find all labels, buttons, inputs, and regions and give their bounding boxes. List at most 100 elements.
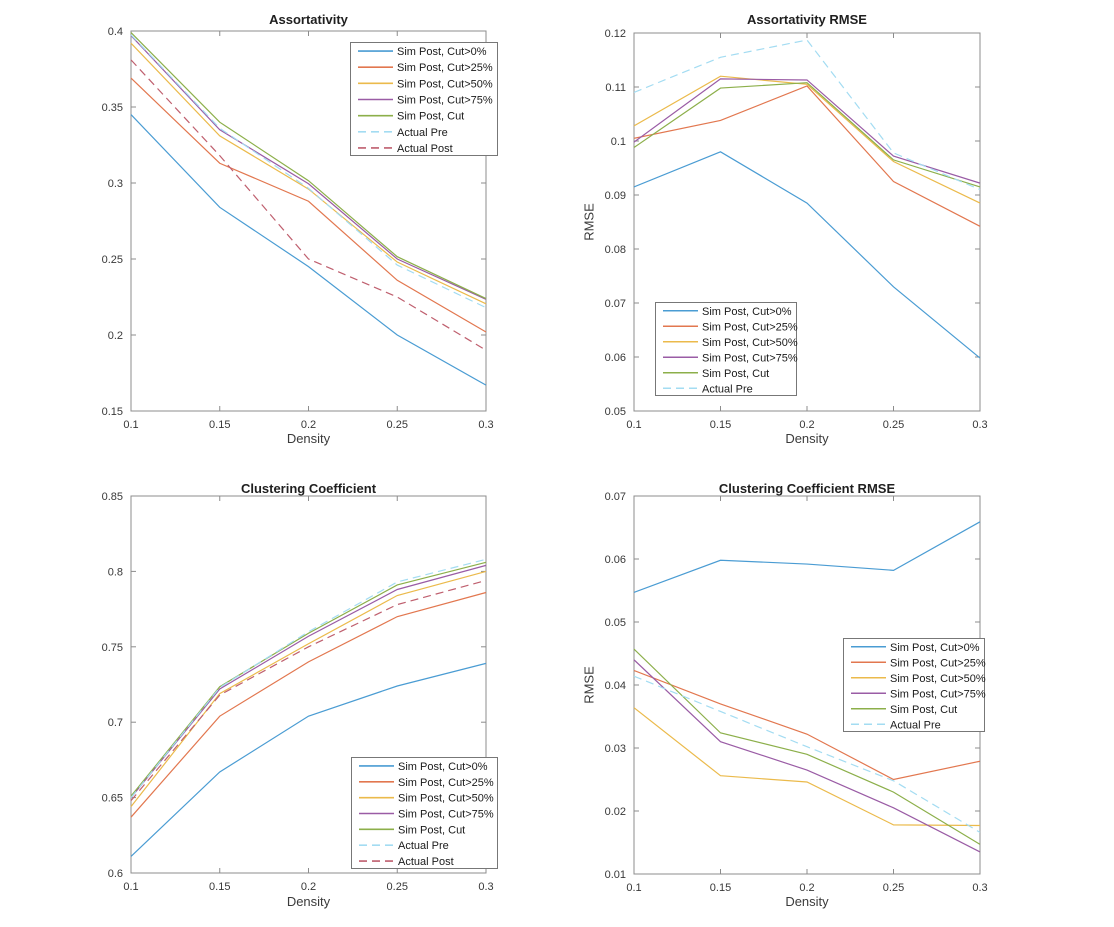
x-tick-label: 0.3	[972, 419, 987, 431]
x-tick-label: 0.15	[710, 419, 731, 431]
legend-label-cut0: Sim Post, Cut>0%	[702, 306, 792, 318]
y-tick-label: 0.09	[605, 190, 626, 202]
series-line-cut75	[633, 659, 981, 853]
y-tick-label: 0.7	[108, 717, 123, 729]
series-line-cut50	[633, 75, 981, 204]
y-tick-label: 0.05	[605, 617, 626, 629]
legend-label-pre: Actual Pre	[397, 127, 448, 139]
series-line-cut50	[633, 707, 981, 827]
series-line-post	[130, 579, 487, 802]
series-line-pre	[633, 39, 981, 191]
panel-clustering-coefficient: 0.1 0.15 0.2 0.25 0.3 0.6 0.65 0.7 0.75 0.8 0.85 Si…	[0, 463, 557, 927]
series-line-cut	[633, 648, 981, 845]
series-line-post	[130, 59, 487, 351]
panel-assortativity: 0.1 0.15 0.2 0.25 0.3 0.15 0.2 0.25 0.3 0.35 0.4 Si…	[0, 0, 557, 463]
y-tick-label: 0.03	[605, 743, 626, 755]
series-line-cut	[633, 82, 981, 188]
series-line-cut0	[633, 151, 981, 359]
series-line-cut25	[633, 85, 981, 227]
series-line-pre	[130, 558, 487, 798]
legend-label-cut75: Sim Post, Cut>75%	[397, 95, 493, 107]
legend-label-cut: Sim Post, Cut	[702, 368, 769, 380]
x-tick-label: 0.3	[972, 882, 987, 894]
x-tick-label: 0.1	[626, 419, 641, 431]
x-tick-label: 0.2	[301, 881, 316, 893]
x-tick-label: 0.15	[209, 881, 230, 893]
legend-box[interactable]	[655, 302, 797, 396]
y-tick-label: 0.15	[102, 406, 123, 418]
x-tick-label: 0.3	[478, 419, 493, 431]
legend-label-cut: Sim Post, Cut	[890, 704, 957, 716]
x-tick-label: 0.3	[478, 881, 493, 893]
y-tick-label: 0.4	[108, 26, 123, 38]
y-tick-label: 0.1	[611, 136, 626, 148]
y-tick-label: 0.65	[102, 793, 123, 805]
panel-clustering-coefficient-rmse: 0.1 0.15 0.2 0.25 0.3 0.01 0.02 0.03 0.04 0.05 0.0…	[557, 463, 1114, 927]
series-line-pre	[130, 34, 487, 309]
series-line-cut0	[130, 662, 487, 857]
legend-label-cut: Sim Post, Cut	[397, 111, 464, 123]
clustering-coefficient-rmse-plot-canvas: 0.1 0.15 0.2 0.25 0.3 0.01 0.02 0.03 0.04 0.05 0.0…	[605, 491, 988, 894]
legend-label-pre: Actual Pre	[890, 719, 941, 731]
series-line-pre	[633, 675, 981, 833]
series-line-cut	[130, 32, 487, 300]
series-line-cut75	[633, 78, 981, 184]
x-tick-label: 0.25	[387, 881, 408, 893]
legend-label-cut50: Sim Post, Cut>50%	[397, 78, 493, 90]
y-tick-label: 0.11	[605, 82, 626, 94]
x-tick-label: 0.1	[123, 881, 138, 893]
series-line-cut25	[130, 591, 487, 818]
legend-label-cut75: Sim Post, Cut>75%	[702, 352, 798, 364]
y-tick-label: 0.06	[605, 352, 626, 364]
x-tick-label: 0.1	[626, 882, 641, 894]
legend-label-cut50: Sim Post, Cut>50%	[890, 673, 986, 685]
legend-label-cut0: Sim Post, Cut>0%	[398, 761, 488, 773]
legend-label-cut0: Sim Post, Cut>0%	[890, 642, 980, 654]
legend-label-cut50: Sim Post, Cut>50%	[702, 337, 798, 349]
panel-assortativity-rmse: 0.1 0.15 0.2 0.25 0.3 0.05 0.06 0.07 0.08 0.09 0.1…	[557, 0, 1114, 463]
series-line-cut0	[633, 521, 981, 593]
y-tick-label: 0.6	[108, 868, 123, 880]
clustering-coefficient-plot-canvas: 0.1 0.15 0.2 0.25 0.3 0.6 0.65 0.7 0.75 0.8 0.85 Si…	[102, 491, 498, 893]
y-tick-label: 0.04	[605, 680, 626, 692]
assortativity-plot-canvas: 0.1 0.15 0.2 0.25 0.30.150.20.250.30.350.4Si…	[102, 26, 498, 431]
x-tick-label: 0.15	[710, 882, 731, 894]
y-tick-label: 0.08	[605, 244, 626, 256]
series-line-cut25	[130, 77, 487, 333]
y-tick-label: 0.07	[605, 491, 626, 503]
series-line-cut0	[130, 114, 487, 386]
x-tick-label: 0.1	[123, 419, 138, 431]
x-tick-label: 0.25	[883, 419, 904, 431]
legend-label-cut0: Sim Post, Cut>0%	[397, 46, 487, 58]
y-tick-label: 0.8	[108, 566, 123, 578]
y-tick-label: 0.07	[605, 298, 626, 310]
legend-label-cut75: Sim Post, Cut>75%	[890, 688, 986, 700]
y-tick-label: 0.25	[102, 254, 123, 266]
series-line-cut75	[130, 35, 487, 300]
x-tick-label: 0.2	[301, 419, 316, 431]
legend-box[interactable]	[843, 638, 985, 732]
legend-label-pre: Actual Pre	[702, 383, 753, 395]
legend-label-cut25: Sim Post, Cut>25%	[702, 321, 798, 333]
y-tick-label: 0.35	[102, 102, 123, 114]
legend-label-post: Actual Post	[398, 856, 454, 868]
legend-label-cut25: Sim Post, Cut>25%	[397, 62, 493, 74]
y-tick-label: 0.75	[102, 642, 123, 654]
y-tick-label: 0.02	[605, 806, 626, 818]
y-tick-label: 0.06	[605, 554, 626, 566]
y-tick-label: 0.05	[605, 406, 626, 418]
series-line-cut25	[633, 669, 981, 781]
x-tick-label: 0.2	[799, 419, 814, 431]
legend-label-post: Actual Post	[397, 143, 453, 155]
assortativity-rmse-plot-canvas: 0.1 0.15 0.2 0.25 0.3 0.05 0.06 0.07 0.08 0.09 0.1…	[605, 28, 988, 431]
series-line-cut	[130, 561, 487, 797]
x-tick-label: 0.2	[799, 882, 814, 894]
y-tick-label: 0.01	[605, 869, 626, 881]
y-tick-label: 0.12	[605, 28, 626, 40]
series-line-cut75	[130, 564, 487, 798]
legend-label-cut: Sim Post, Cut	[398, 824, 465, 836]
y-tick-label: 0.2	[108, 330, 123, 342]
x-tick-label: 0.25	[883, 882, 904, 894]
x-tick-label: 0.15	[209, 419, 230, 431]
